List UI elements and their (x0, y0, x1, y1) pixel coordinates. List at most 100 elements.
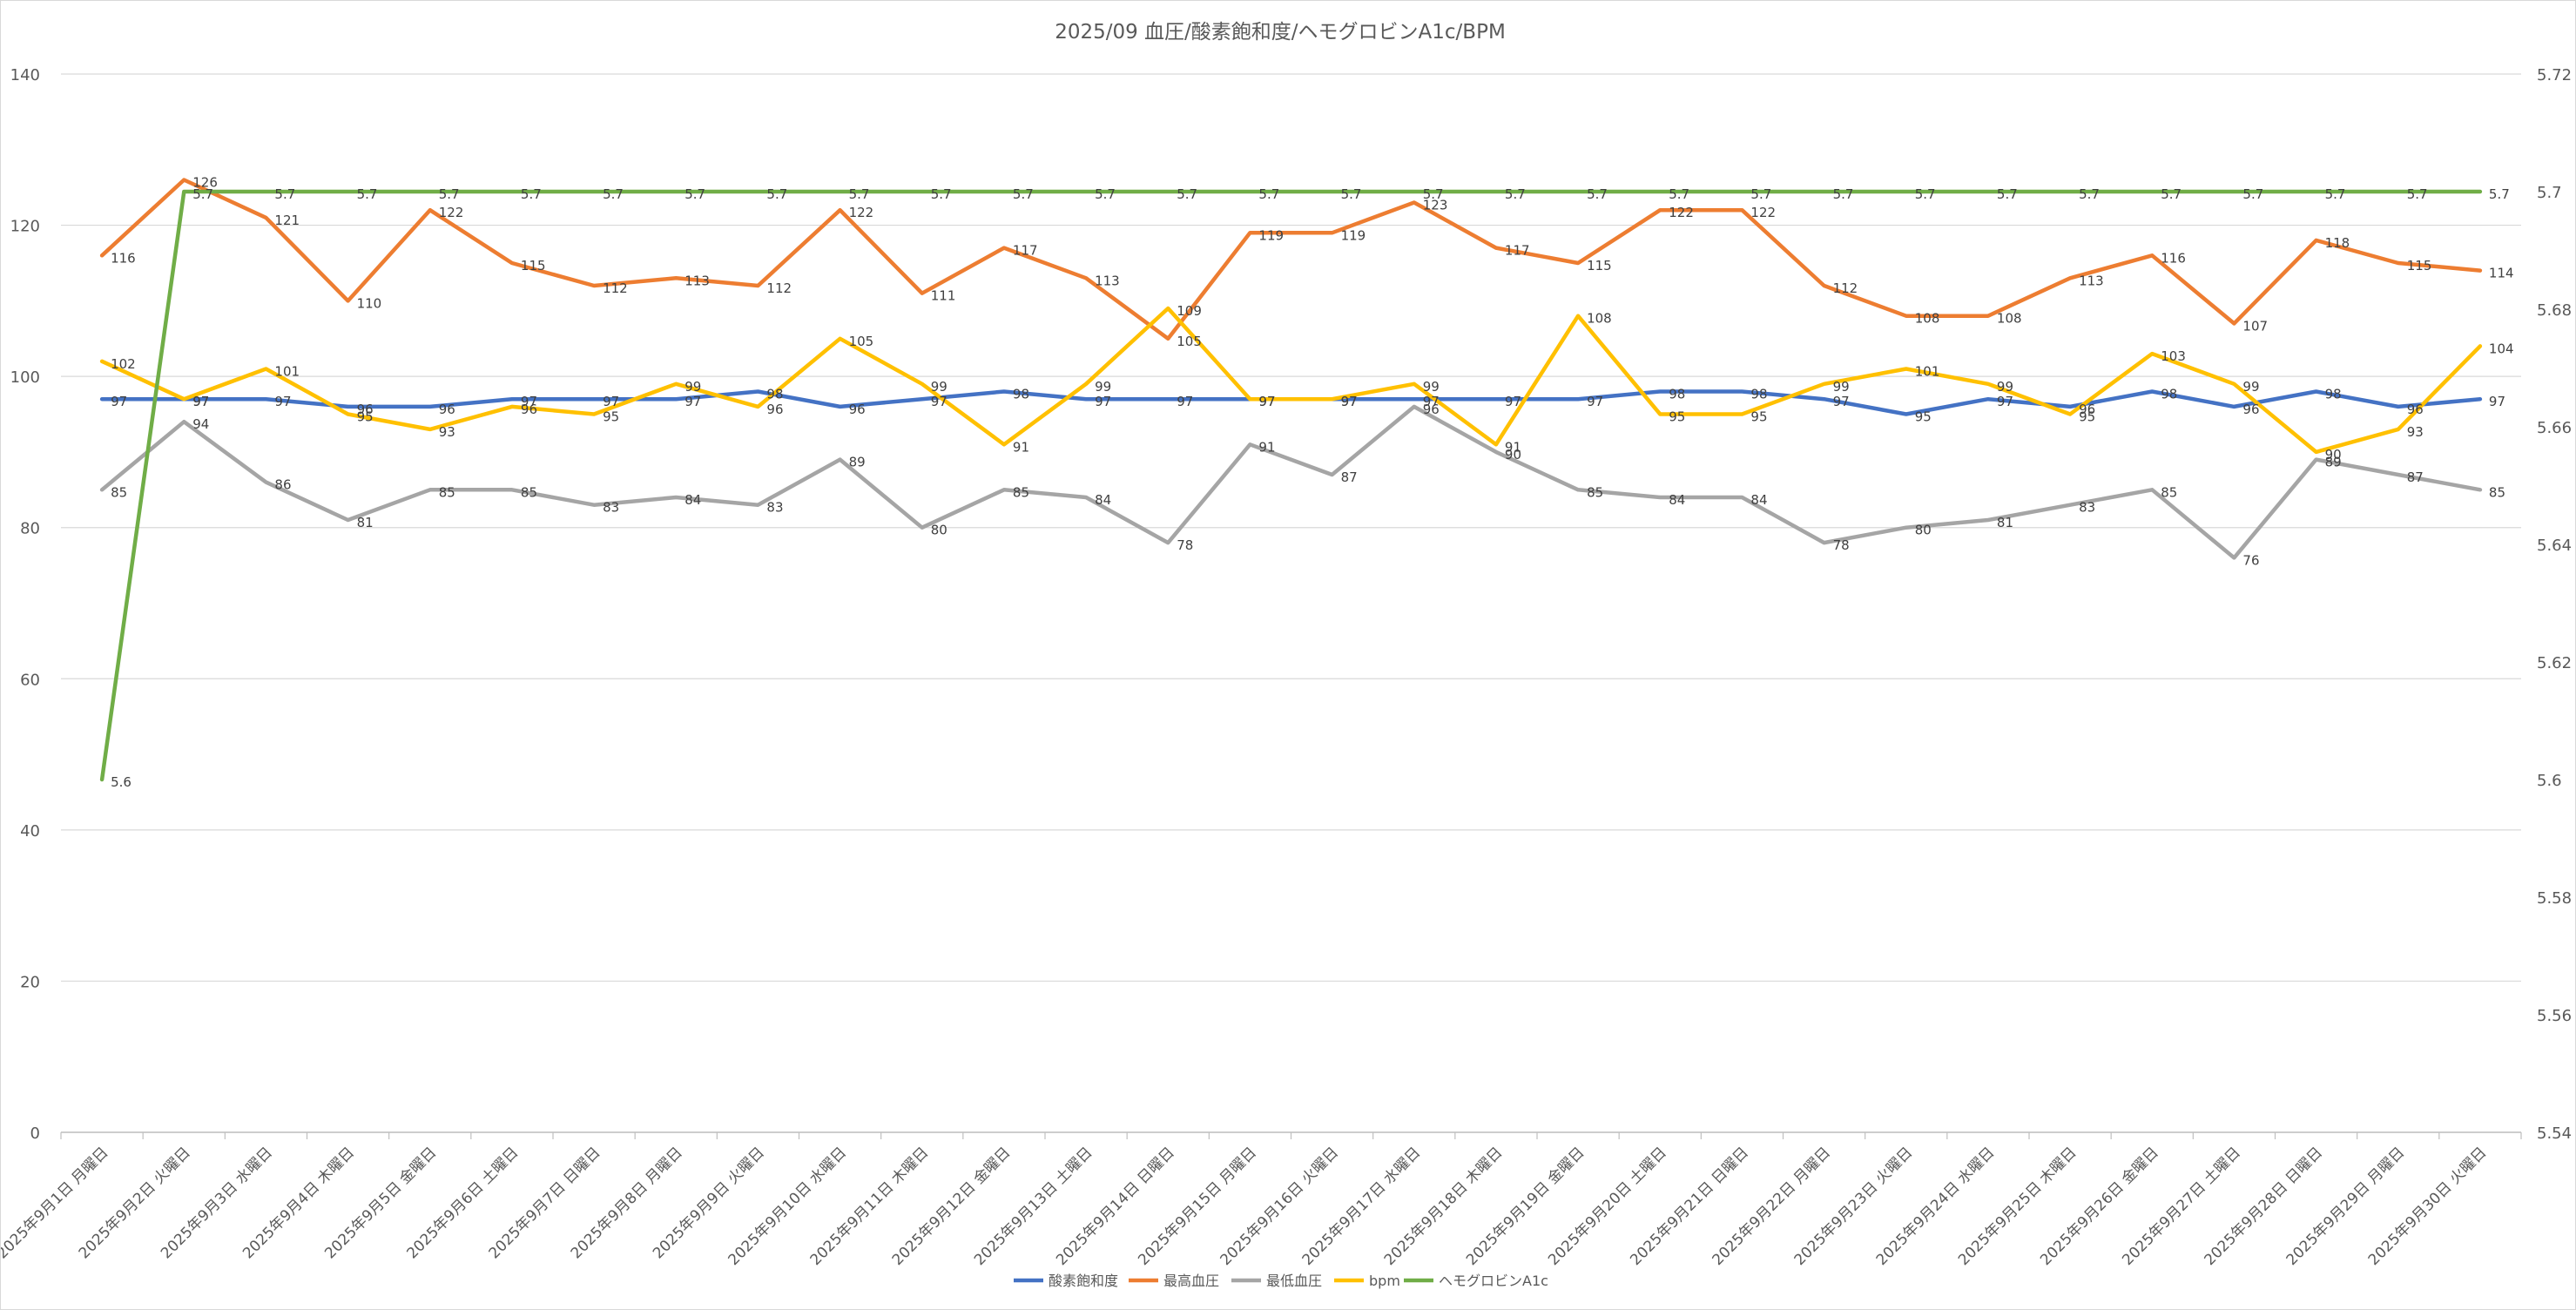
data-label: 112 (603, 280, 628, 296)
data-label: 117 (1013, 243, 1038, 259)
data-label: 85 (521, 484, 537, 500)
data-label: 105 (849, 334, 874, 349)
data-label: 5.7 (1177, 186, 1197, 202)
data-label: 89 (2325, 455, 2342, 470)
data-label: 97 (1505, 394, 1521, 409)
y-tick-label: 140 (10, 66, 40, 84)
data-label: 115 (1587, 258, 1612, 273)
data-label: 5.7 (1258, 186, 1279, 202)
data-label: 5.7 (1341, 186, 1362, 202)
data-label: 93 (439, 424, 455, 440)
data-label: 84 (1669, 492, 1685, 508)
data-label: 83 (603, 500, 619, 516)
data-label: 85 (2489, 484, 2505, 500)
data-label: 5.7 (1750, 186, 1771, 202)
data-label: 119 (1341, 227, 1366, 243)
data-label: 5.7 (357, 186, 378, 202)
data-label: 5.7 (192, 186, 213, 202)
data-label: 98 (1669, 387, 1685, 402)
data-label: 5.7 (931, 186, 952, 202)
data-label: 5.7 (603, 186, 624, 202)
data-label: 81 (1997, 515, 2013, 530)
data-label: 99 (1997, 379, 2013, 395)
legend-label: bpm (1369, 1273, 1400, 1289)
data-label: 91 (1505, 439, 1521, 455)
data-label: 116 (2161, 250, 2186, 266)
data-label: 97 (684, 394, 701, 409)
data-label: 5.7 (684, 186, 705, 202)
y-axis-right: 5.54 5.56 5.58 5.6 5.62 5.64 5.66 5.68 5.7 5.72 (2537, 66, 2572, 1143)
data-label: 99 (1833, 379, 1850, 395)
y-tick-label: 20 (20, 973, 40, 991)
data-label: 102 (111, 356, 136, 372)
data-label: 5.7 (1587, 186, 1608, 202)
data-label: 5.7 (1833, 186, 1854, 202)
data-label: 91 (1013, 439, 1029, 455)
data-label: 5.7 (1669, 186, 1689, 202)
data-label: 99 (1423, 379, 1440, 395)
data-label: 101 (274, 363, 300, 379)
data-label: 112 (766, 280, 792, 296)
data-label: 122 (1669, 205, 1694, 220)
series-line (99, 306, 2483, 455)
data-label: 83 (766, 500, 783, 516)
data-label: 98 (2161, 387, 2177, 402)
data-label: 110 (357, 295, 382, 311)
data-label: 5.6 (111, 774, 131, 790)
data-label: 81 (357, 515, 374, 530)
data-label: 98 (1013, 387, 1029, 402)
data-label: 90 (2325, 447, 2342, 463)
data-label: 96 (2407, 402, 2424, 417)
legend-label: 最高血圧 (1163, 1273, 1219, 1289)
data-label: 89 (849, 455, 866, 470)
y-axis-left: 0 20 40 60 80 100 120 140 (10, 66, 40, 1143)
data-label: 5.7 (1423, 186, 1444, 202)
y2-tick-label: 5.68 (2537, 301, 2572, 320)
data-label: 97 (1833, 394, 1850, 409)
data-label: 104 (2489, 341, 2514, 356)
data-label: 97 (931, 394, 947, 409)
legend-label: 酸素飽和度 (1049, 1273, 1118, 1289)
data-label: 5.7 (2325, 186, 2346, 202)
chart-title: 2025/09 血圧/酸素飽和度/ヘモグロビンA1c/BPM (1055, 21, 1506, 44)
y-tick-label: 80 (20, 520, 40, 538)
data-label: 5.7 (2407, 186, 2428, 202)
data-label: 98 (2325, 387, 2342, 402)
data-label: 5.7 (1013, 186, 1034, 202)
y2-tick-label: 5.56 (2537, 1007, 2572, 1025)
data-label: 95 (1750, 409, 1767, 425)
data-label: 85 (2161, 484, 2177, 500)
data-label: 95 (1669, 409, 1685, 425)
data-label: 112 (1833, 280, 1858, 296)
series-line (99, 389, 2483, 416)
data-label: 97 (1423, 394, 1440, 409)
data-label: 122 (1750, 205, 1776, 220)
data-label: 117 (1505, 243, 1530, 259)
data-label: 97 (1341, 394, 1358, 409)
data-label: 108 (1587, 311, 1612, 327)
data-label: 84 (684, 492, 701, 508)
data-label: 87 (2407, 469, 2424, 485)
data-label: 5.7 (2079, 186, 2100, 202)
data-label: 85 (1013, 484, 1029, 500)
data-label: 96 (2242, 402, 2259, 417)
data-label: 115 (2407, 258, 2432, 273)
data-label: 116 (111, 250, 136, 266)
legend-label: 最低血圧 (1266, 1273, 1322, 1289)
data-label: 109 (1177, 303, 1202, 319)
data-label: 113 (684, 273, 710, 288)
data-label: 86 (274, 477, 291, 493)
data-label: 91 (1258, 439, 1275, 455)
data-label: 105 (1177, 334, 1202, 349)
data-label: 96 (439, 402, 455, 417)
legend: 酸素飽和度 最高血圧 最低血圧 bpm ヘモグロビンA1c (1014, 1273, 1548, 1289)
data-label: 76 (2242, 552, 2259, 568)
data-label: 98 (766, 387, 783, 402)
data-label: 83 (2079, 500, 2095, 516)
y-tick-label: 120 (10, 218, 40, 236)
data-label: 87 (1341, 469, 1358, 485)
data-label: 99 (931, 379, 947, 395)
data-label: 107 (2242, 318, 2268, 334)
